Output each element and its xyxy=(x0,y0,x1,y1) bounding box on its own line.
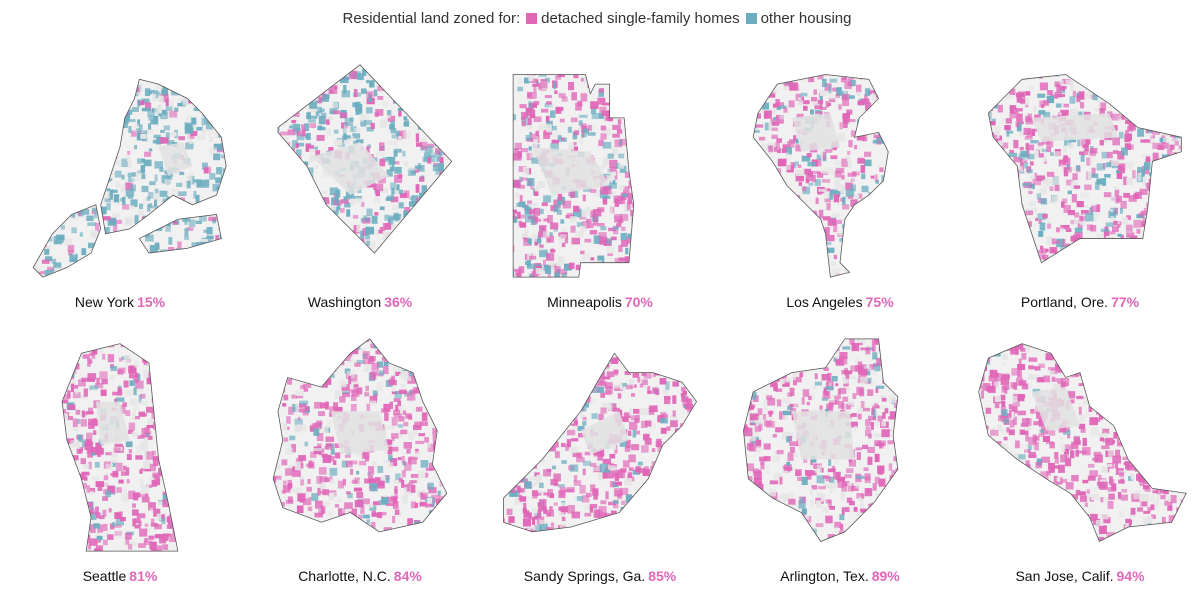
city-name: Sandy Springs, Ga. xyxy=(523,568,646,584)
city-label: Sandy Springs, Ga. 85% xyxy=(480,568,720,584)
city-boundary-outline xyxy=(138,214,222,254)
city-boundary-outline xyxy=(100,78,227,235)
city-name: Portland, Ore. xyxy=(1020,294,1109,310)
washington-map-icon xyxy=(250,60,470,282)
city-panel-arlington: Arlington, Tex. 89% xyxy=(720,324,960,598)
city-name: San Jose, Calif. xyxy=(1015,568,1114,584)
city-map-grid: New York 15% Washington 36% Minneapolis 70%… xyxy=(0,50,1200,598)
city-boundary-outline xyxy=(752,74,889,278)
city-percent: 94% xyxy=(1116,568,1145,584)
city-label: Washington 36% xyxy=(240,294,480,310)
washington-map-svg xyxy=(277,64,453,254)
city-name: New York xyxy=(74,294,135,310)
city-panel-new-york: New York 15% xyxy=(0,50,240,324)
legend-item-other-housing: other housing xyxy=(745,9,852,27)
city-boundary-outline xyxy=(743,338,899,542)
arlington-map-icon xyxy=(730,334,950,556)
city-boundary-outline xyxy=(978,343,1187,543)
city-label: Arlington, Tex. 89% xyxy=(720,568,960,584)
other-housing-swatch-icon xyxy=(745,12,757,24)
city-name: Minneapolis xyxy=(547,294,622,310)
zoning-parcels xyxy=(753,74,889,278)
new-york-map-icon xyxy=(10,60,230,282)
zoning-parcels xyxy=(503,353,697,532)
city-percent: 89% xyxy=(871,568,900,584)
city-panel-charlotte: Charlotte, N.C. 84% xyxy=(240,324,480,598)
charlotte-map-icon xyxy=(250,334,470,556)
legend: Residential land zoned for: detached sin… xyxy=(0,6,1200,30)
city-boundary-outline xyxy=(987,74,1182,264)
zoning-parcels xyxy=(62,343,178,552)
san-jose-map-svg xyxy=(978,343,1187,543)
city-label: Los Angeles 75% xyxy=(720,294,960,310)
charlotte-map-svg xyxy=(272,338,448,533)
minneapolis-map-icon xyxy=(490,60,710,282)
city-label: Charlotte, N.C. 84% xyxy=(240,568,480,584)
city-name: Arlington, Tex. xyxy=(780,568,869,584)
city-name: Charlotte, N.C. xyxy=(298,568,391,584)
city-percent: 84% xyxy=(393,568,422,584)
san-jose-map-icon xyxy=(970,334,1190,556)
new-york-map-svg xyxy=(32,78,227,278)
city-panel-san-jose: San Jose, Calif. 94% xyxy=(960,324,1200,598)
city-panel-washington: Washington 36% xyxy=(240,50,480,324)
city-boundary-outline xyxy=(277,64,453,254)
los-angeles-map-icon xyxy=(730,60,950,282)
city-panel-seattle: Seattle 81% xyxy=(0,324,240,598)
legend-label-other-housing: other housing xyxy=(760,9,852,27)
sandy-springs-map-icon xyxy=(490,334,710,556)
city-percent: 77% xyxy=(1111,294,1140,310)
city-percent: 85% xyxy=(648,568,677,584)
legend-label-single-family: detached single-family homes xyxy=(541,9,740,27)
city-panel-minneapolis: Minneapolis 70% xyxy=(480,50,720,324)
los-angeles-map-svg xyxy=(752,74,889,278)
minneapolis-map-svg xyxy=(512,74,635,278)
city-boundary-outline xyxy=(512,74,635,278)
city-boundary-outline xyxy=(272,338,448,533)
city-label: Minneapolis 70% xyxy=(480,294,720,310)
legend-title: Residential land zoned for: xyxy=(342,9,521,27)
city-name: Los Angeles xyxy=(786,294,863,310)
city-percent: 70% xyxy=(624,294,653,310)
city-boundary-outline xyxy=(61,343,179,552)
single-family-swatch-icon xyxy=(526,12,538,24)
city-panel-portland: Portland, Ore. 77% xyxy=(960,50,1200,324)
city-name: Washington xyxy=(307,294,382,310)
city-label: New York 15% xyxy=(0,294,240,310)
city-percent: 75% xyxy=(865,294,894,310)
city-percent: 36% xyxy=(384,294,413,310)
city-label: Seattle 81% xyxy=(0,568,240,584)
portland-map-icon xyxy=(970,60,1190,282)
city-panel-sandy-springs: Sandy Springs, Ga. 85% xyxy=(480,324,720,598)
city-percent: 15% xyxy=(137,294,166,310)
portland-map-svg xyxy=(987,74,1182,264)
city-label: Portland, Ore. 77% xyxy=(960,294,1200,310)
arlington-map-svg xyxy=(743,338,899,542)
zoning-parcels xyxy=(277,64,452,254)
city-name: Seattle xyxy=(82,568,127,584)
sandy-springs-map-svg xyxy=(503,352,697,533)
city-label: San Jose, Calif. 94% xyxy=(960,568,1200,584)
city-boundary-fill xyxy=(978,343,1187,542)
legend-item-single-family: detached single-family homes xyxy=(526,9,740,27)
city-boundary-outline xyxy=(32,204,102,278)
seattle-map-svg xyxy=(61,343,179,552)
city-panel-los-angeles: Los Angeles 75% xyxy=(720,50,960,324)
city-percent: 81% xyxy=(129,568,158,584)
seattle-map-icon xyxy=(10,334,230,556)
city-boundary-outline xyxy=(503,352,697,533)
